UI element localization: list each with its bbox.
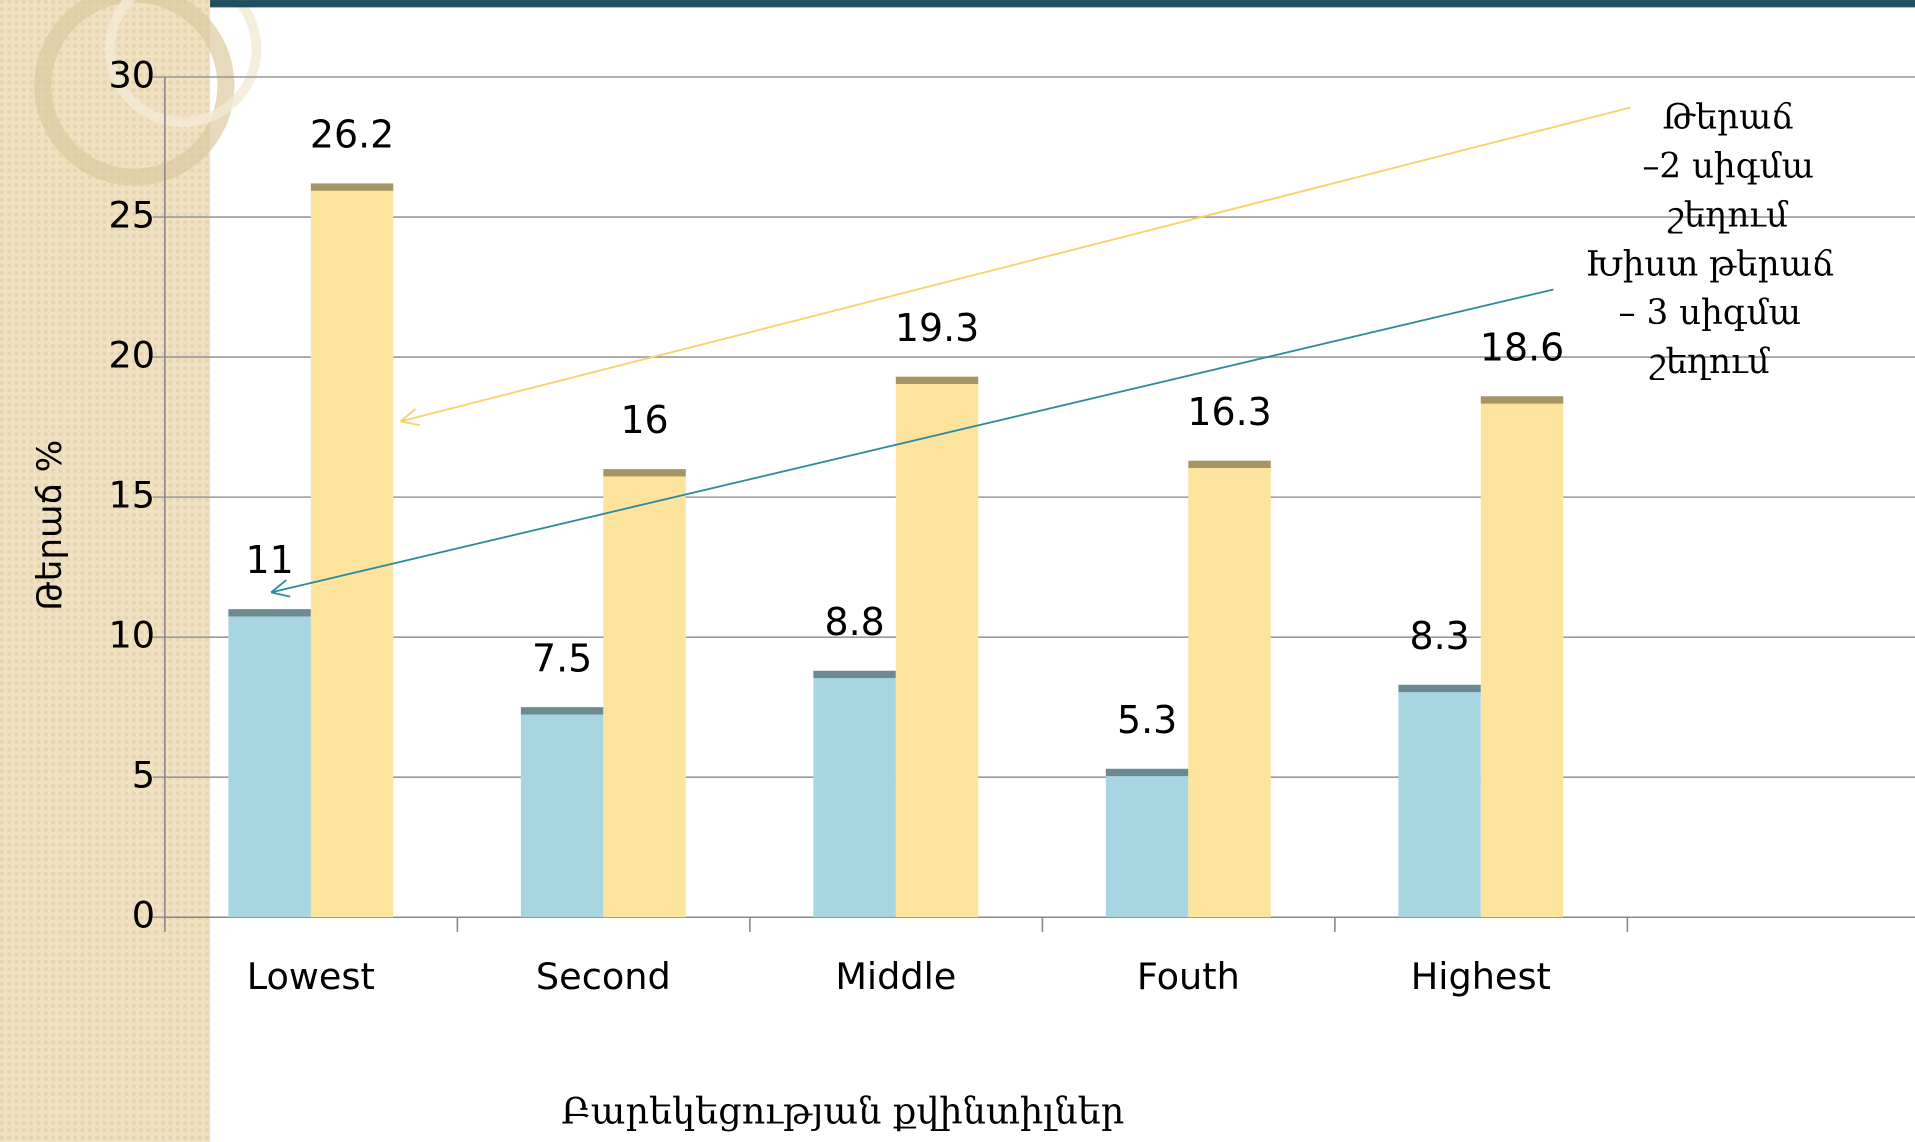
bar-edge [1480, 396, 1564, 404]
value-label: 16 [620, 398, 668, 442]
annotation-arrow [270, 288, 1554, 594]
bar [603, 469, 686, 918]
value-label: 7.5 [532, 636, 592, 680]
value-label: 5.3 [1117, 698, 1177, 742]
y-tick-label: 15 [108, 474, 155, 517]
bar [1480, 396, 1564, 918]
arrow-head [270, 591, 291, 598]
arrow-head [270, 579, 287, 594]
y-tick-label: 10 [108, 614, 155, 657]
x-tick-label: Highest [1411, 955, 1551, 998]
bar-edge [895, 376, 979, 385]
bar [228, 609, 311, 918]
annotation-text: Թերաճ [1662, 98, 1793, 138]
bar [1105, 768, 1189, 918]
decor-ring [34, 0, 235, 186]
annotation-text: շեղում [1649, 342, 1771, 382]
value-label: 19.3 [895, 306, 979, 350]
y-tick-label: 5 [132, 754, 155, 797]
bar-edge [520, 707, 604, 715]
bar-edge [310, 183, 394, 191]
value-label: 16.3 [1187, 390, 1271, 434]
x-tick-label: Second [536, 955, 671, 998]
annotation-text: –2 սիգմա [1642, 147, 1814, 187]
x-axis-title: Բարեկեցության քվինտիլներ [561, 1089, 1124, 1132]
bar-edge [813, 670, 896, 679]
bar-edge [1105, 768, 1189, 777]
bar [1188, 460, 1271, 918]
top-bar [210, 0, 1915, 8]
arrow-head [400, 420, 420, 427]
annotation-text: Խիստ թերաճ [1585, 244, 1834, 284]
bar-edge [228, 609, 311, 617]
arrow-head [399, 408, 417, 423]
value-label: 8.8 [824, 600, 884, 644]
bar-edge [603, 469, 686, 477]
x-tick-label: Middle [835, 955, 956, 998]
value-label: 8.3 [1409, 614, 1469, 658]
y-tick-label: 20 [108, 334, 155, 377]
y-tick-label: 25 [108, 194, 155, 237]
bar [813, 670, 896, 918]
bar [1398, 684, 1481, 918]
value-label: 26.2 [310, 113, 394, 157]
bar [310, 183, 394, 918]
side-panel [0, 0, 211, 1142]
bar [895, 376, 979, 918]
value-label: 18.6 [1480, 325, 1564, 369]
value-label: 11 [246, 538, 294, 582]
bar [520, 707, 604, 918]
x-tick-label: Lowest [247, 955, 375, 998]
bar-edge [1398, 684, 1481, 693]
decor-ring [105, 0, 262, 128]
y-tick-label: 30 [108, 53, 155, 96]
annotation-arrow [400, 106, 1631, 423]
y-tick-label: 0 [132, 894, 155, 937]
x-tick-label: Fouth [1137, 955, 1240, 998]
annotation-text: – 3 սիգմա [1619, 293, 1802, 333]
y-axis-title: Թերաճ % [30, 440, 70, 611]
bar-edge [1188, 460, 1271, 469]
annotation-text: շեղում [1667, 195, 1789, 235]
